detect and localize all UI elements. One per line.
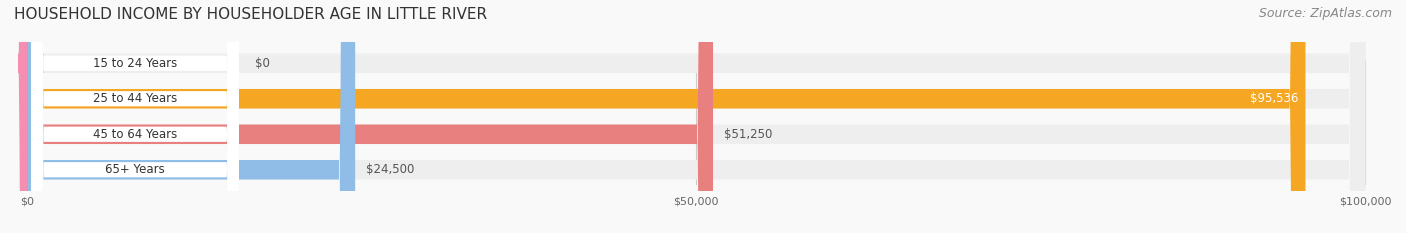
Text: HOUSEHOLD INCOME BY HOUSEHOLDER AGE IN LITTLE RIVER: HOUSEHOLD INCOME BY HOUSEHOLDER AGE IN L… [14,7,488,22]
Text: 45 to 64 Years: 45 to 64 Years [93,128,177,141]
FancyBboxPatch shape [31,0,239,233]
FancyBboxPatch shape [31,0,239,233]
FancyBboxPatch shape [28,0,713,233]
FancyBboxPatch shape [28,0,1365,233]
Text: 15 to 24 Years: 15 to 24 Years [93,57,177,70]
FancyBboxPatch shape [28,0,1365,233]
FancyBboxPatch shape [28,0,1305,233]
Text: $0: $0 [254,57,270,70]
Text: Source: ZipAtlas.com: Source: ZipAtlas.com [1258,7,1392,20]
FancyBboxPatch shape [28,0,1365,233]
Text: $24,500: $24,500 [366,163,415,176]
Text: $51,250: $51,250 [724,128,772,141]
FancyBboxPatch shape [28,0,356,233]
FancyBboxPatch shape [31,0,239,233]
Text: $95,536: $95,536 [1250,92,1299,105]
Text: 25 to 44 Years: 25 to 44 Years [93,92,177,105]
Text: 65+ Years: 65+ Years [105,163,165,176]
FancyBboxPatch shape [28,0,1365,233]
FancyBboxPatch shape [18,0,44,233]
FancyBboxPatch shape [31,0,239,233]
